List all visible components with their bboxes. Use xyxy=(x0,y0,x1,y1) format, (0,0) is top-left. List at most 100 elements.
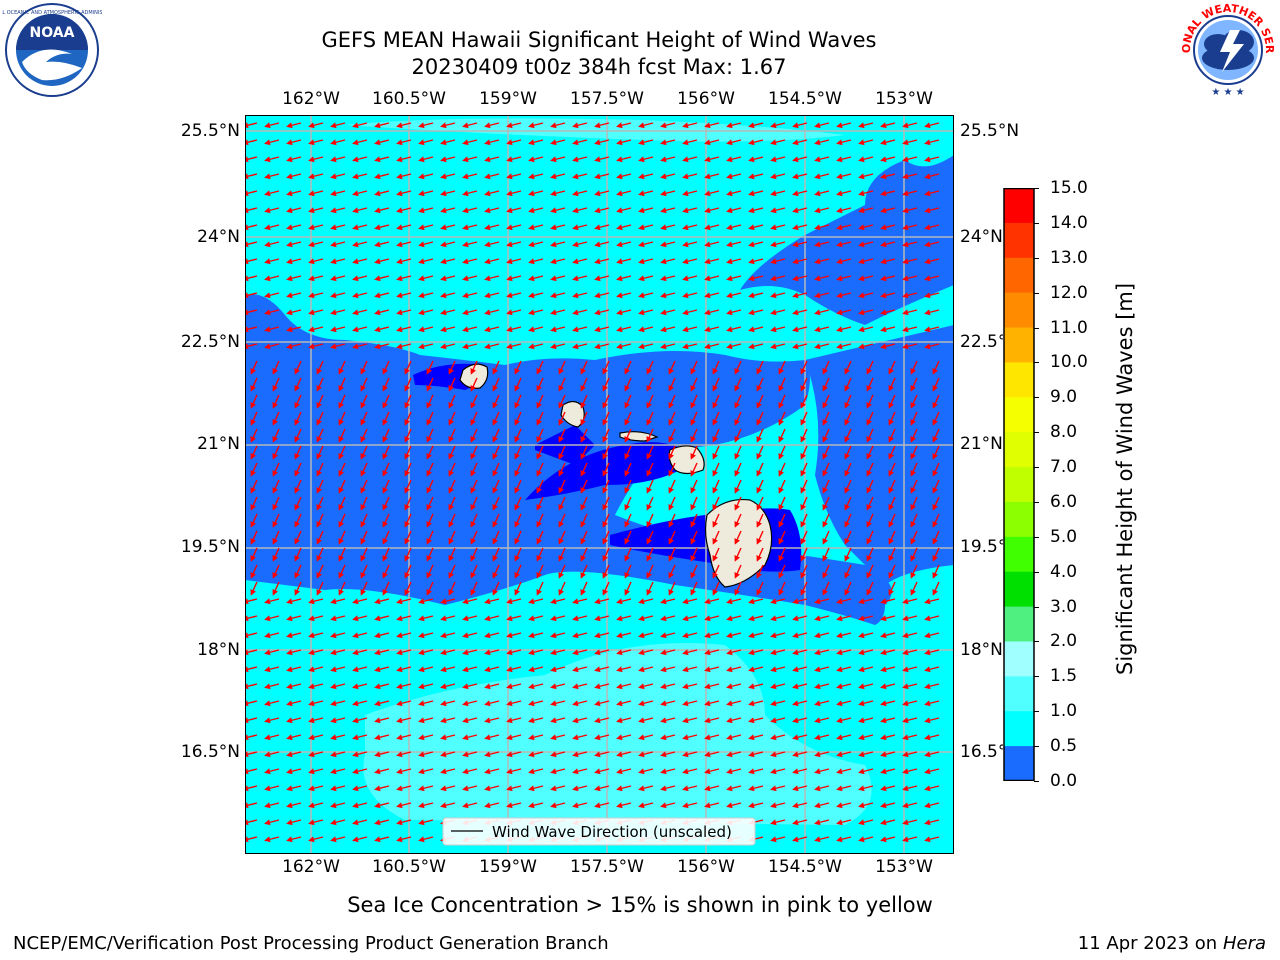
wind-wave-arrow xyxy=(286,309,302,316)
colorbar-swatch xyxy=(1004,292,1034,329)
wind-wave-arrow xyxy=(528,292,544,299)
wind-wave-arrow xyxy=(712,428,720,443)
footer-branch: NCEP/EMC/Verification Post Processing Pr… xyxy=(13,933,609,954)
lat-tick-left: 21°N xyxy=(197,434,240,454)
wind-wave-arrow xyxy=(748,326,764,333)
wind-wave-arrow xyxy=(888,428,896,443)
wind-wave-arrow xyxy=(396,207,412,214)
wind-wave-arrow xyxy=(704,292,720,299)
wind-wave-arrow xyxy=(646,462,654,477)
colorbar-swatch xyxy=(1004,711,1034,747)
wind-wave-arrow xyxy=(418,598,434,605)
wind-wave-arrow xyxy=(404,496,412,511)
wind-wave-arrow xyxy=(814,326,830,333)
wind-wave-arrow xyxy=(814,173,830,180)
wind-wave-arrow xyxy=(245,292,258,299)
wind-wave-arrow xyxy=(382,479,390,494)
wind-wave-arrow xyxy=(558,564,566,579)
wind-wave-arrow xyxy=(264,139,280,146)
colorbar-swatch xyxy=(1004,362,1034,398)
colorbar-tick-mark xyxy=(1034,188,1039,189)
wind-wave-arrow xyxy=(880,224,896,231)
wind-wave-arrow xyxy=(924,122,940,129)
wind-wave-arrow xyxy=(580,479,588,494)
wind-wave-arrow xyxy=(536,445,544,460)
wind-wave-arrow xyxy=(514,496,522,511)
wind-wave-arrow xyxy=(308,343,324,350)
wind-wave-arrow xyxy=(272,411,280,426)
wind-wave-arrow xyxy=(932,462,940,477)
lat-tick-right: 18°N xyxy=(960,640,1003,660)
colorbar-swatch xyxy=(1004,222,1034,259)
colorbar-tick-label: 3.0 xyxy=(1050,596,1078,617)
wind-wave-arrow xyxy=(360,496,368,511)
wind-wave-arrow xyxy=(426,564,434,579)
chart-title-line2: 20230409 t00z 384h fcst Max: 1.67 xyxy=(411,55,787,79)
wind-wave-arrow xyxy=(580,428,588,443)
wind-wave-arrow xyxy=(748,139,764,146)
wind-wave-arrow xyxy=(822,581,830,596)
wind-wave-arrow xyxy=(558,445,566,460)
wind-wave-arrow xyxy=(880,139,896,146)
wind-wave-arrow xyxy=(888,462,896,477)
wind-wave-arrow xyxy=(704,258,720,265)
wind-wave-arrow xyxy=(690,360,698,375)
wind-wave-arrow xyxy=(646,581,654,596)
wind-wave-arrow xyxy=(690,547,698,562)
wind-wave-arrow xyxy=(866,513,874,528)
colorbar-tick-label: 4.0 xyxy=(1050,561,1078,582)
wind-wave-arrow xyxy=(484,190,500,197)
wind-wave-arrow xyxy=(352,326,368,333)
colorbar-swatch xyxy=(1004,501,1034,538)
wind-wave-arrow xyxy=(470,564,478,579)
wind-wave-arrow xyxy=(668,496,676,511)
wind-wave-arrow xyxy=(682,156,698,163)
wind-wave-arrow xyxy=(602,394,610,409)
wind-wave-arrow xyxy=(734,513,742,528)
wind-wave-arrow xyxy=(440,275,456,282)
wind-wave-arrow xyxy=(646,394,654,409)
wind-wave-arrow xyxy=(800,394,808,409)
wind-wave-arrow xyxy=(932,547,940,562)
wind-wave-arrow xyxy=(756,411,764,426)
wind-wave-arrow xyxy=(470,377,478,392)
wind-wave-arrow xyxy=(682,122,698,129)
wind-wave-arrow xyxy=(836,598,852,605)
wind-wave-arrow xyxy=(286,224,302,231)
colorbar-tick-mark xyxy=(1034,222,1039,224)
wind-wave-arrow xyxy=(360,428,368,443)
lon-tick-bottom: 157.5°W xyxy=(570,857,644,877)
sea-ice-caption: Sea Ice Concentration > 15% is shown in … xyxy=(347,893,933,917)
wind-wave-arrow xyxy=(660,241,676,248)
wind-wave-arrow xyxy=(594,326,610,333)
map-plot: Wind Wave Direction (unscaled) xyxy=(245,115,954,854)
wind-wave-arrow xyxy=(484,326,500,333)
wind-wave-arrow xyxy=(484,241,500,248)
wind-wave-arrow xyxy=(286,241,302,248)
colorbar-tick-mark xyxy=(1034,746,1039,748)
wind-wave-arrow xyxy=(396,292,412,299)
wind-wave-arrow xyxy=(352,292,368,299)
wind-wave-arrow xyxy=(910,513,918,528)
wind-wave-arrow xyxy=(682,292,698,299)
wind-wave-arrow xyxy=(602,479,610,494)
wind-wave-arrow xyxy=(734,496,742,511)
wind-wave-arrow xyxy=(418,156,434,163)
wind-wave-arrow xyxy=(866,377,874,392)
wind-wave-arrow xyxy=(902,326,918,333)
wind-wave-arrow xyxy=(712,513,720,528)
wind-wave-arrow xyxy=(682,207,698,214)
wind-wave-arrow xyxy=(880,207,896,214)
wind-wave-arrow xyxy=(245,190,258,197)
wind-wave-arrow xyxy=(440,326,456,333)
wind-wave-arrow xyxy=(558,411,566,426)
wind-wave-arrow xyxy=(250,394,258,409)
wind-wave-arrow xyxy=(272,462,280,477)
wind-wave-arrow xyxy=(844,530,852,545)
colorbar-tick-label: 15.0 xyxy=(1050,178,1088,198)
wind-wave-arrow xyxy=(660,275,676,282)
wind-wave-arrow xyxy=(294,530,302,545)
wind-wave-arrow xyxy=(726,598,742,605)
wind-wave-arrow xyxy=(712,360,720,375)
wind-wave-arrow xyxy=(866,428,874,443)
